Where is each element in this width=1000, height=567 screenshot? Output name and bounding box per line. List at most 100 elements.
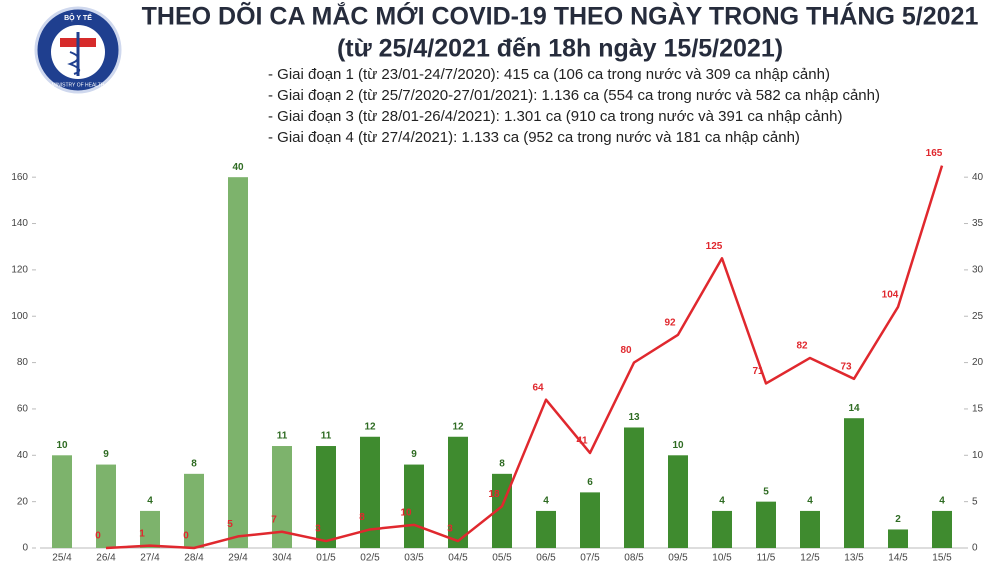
bar-value-label: 4 — [939, 496, 945, 507]
x-tick-label: 11/5 — [757, 553, 776, 562]
line-value-label: 18 — [488, 489, 500, 500]
bar — [624, 427, 644, 548]
x-tick-label: 05/5 — [492, 553, 512, 562]
line-value-label: 104 — [882, 290, 899, 301]
y-tick-label: 60 — [17, 404, 29, 415]
y-tick-label: 80 — [17, 357, 29, 368]
bar-value-label: 4 — [543, 496, 549, 507]
y2-tick-label: 10 — [972, 450, 984, 461]
bar — [52, 455, 72, 548]
y2-tick-label: 0 — [972, 543, 978, 554]
bar-value-label: 9 — [103, 449, 109, 460]
y2-tick-label: 40 — [972, 172, 984, 183]
line-value-label: 1 — [139, 528, 145, 539]
line-value-label: 3 — [315, 524, 321, 535]
y2-tick-label: 15 — [972, 404, 984, 415]
y-tick-label: 20 — [17, 496, 29, 507]
x-tick-label: 10/5 — [712, 553, 732, 562]
y2-tick-label: 20 — [972, 357, 984, 368]
line-value-label: 3 — [447, 524, 453, 535]
y-tick-label: 160 — [11, 172, 28, 183]
line-value-label: 73 — [840, 361, 852, 372]
bar-value-label: 40 — [232, 162, 244, 173]
bar — [712, 510, 732, 548]
line-value-label: 8 — [359, 512, 365, 523]
logo: BỘ Y TẾ MINISTRY OF HEALTH — [34, 6, 122, 94]
bar — [536, 510, 556, 548]
bar-value-label: 4 — [807, 496, 813, 507]
line-value-label: 0 — [95, 531, 101, 542]
bar-value-label: 11 — [321, 431, 332, 442]
bar-value-label: 5 — [763, 486, 769, 497]
bar-value-label: 13 — [628, 412, 640, 423]
bar — [184, 473, 204, 548]
bar — [404, 464, 424, 548]
x-tick-label: 26/4 — [96, 553, 116, 562]
line-value-label: 41 — [576, 436, 588, 447]
x-tick-label: 04/5 — [448, 553, 468, 562]
bar-value-label: 9 — [411, 449, 417, 460]
bar — [580, 492, 600, 548]
y2-tick-label: 25 — [972, 311, 984, 322]
bar-value-label: 14 — [848, 403, 860, 414]
bar-value-label: 11 — [277, 431, 288, 442]
bar-value-label: 10 — [672, 440, 684, 451]
bar — [844, 418, 864, 548]
x-tick-label: 06/5 — [536, 553, 556, 562]
bar-value-label: 4 — [147, 496, 153, 507]
y-tick-label: 0 — [22, 543, 28, 554]
y-tick-label: 100 — [11, 311, 28, 322]
bar — [140, 510, 160, 548]
line-value-label: 82 — [796, 341, 808, 352]
line-value-label: 64 — [532, 382, 544, 393]
bar — [932, 510, 952, 548]
bar — [888, 529, 908, 548]
x-tick-label: 03/5 — [404, 553, 424, 562]
line-value-label: 71 — [752, 366, 764, 377]
line-value-label: 0 — [183, 531, 189, 542]
bar — [316, 446, 336, 548]
bar-value-label: 6 — [587, 477, 593, 488]
chart-title: THEO DÕI CA MẮC MỚI COVID-19 THEO NGÀY T… — [142, 1, 979, 31]
bar — [96, 464, 116, 548]
x-tick-label: 12/5 — [800, 553, 820, 562]
x-tick-label: 01/5 — [316, 553, 336, 562]
bar — [800, 510, 820, 548]
note-line: - Giai đoạn 1 (từ 23/01-24/7/2020): 415 … — [268, 66, 830, 83]
bar-value-label: 12 — [452, 421, 464, 432]
y2-tick-label: 5 — [972, 496, 978, 507]
note-line: - Giai đoạn 3 (từ 28/01-26/4/2021): 1.30… — [268, 108, 842, 125]
bar-value-label: 8 — [499, 458, 505, 469]
x-tick-label: 27/4 — [140, 553, 160, 562]
x-tick-label: 13/5 — [844, 553, 864, 562]
x-tick-label: 02/5 — [360, 553, 380, 562]
y2-tick-label: 35 — [972, 218, 984, 229]
bar-value-label: 10 — [56, 440, 68, 451]
x-tick-label: 28/4 — [184, 553, 204, 562]
note-line: - Giai đoạn 2 (từ 25/7/2020-27/01/2021):… — [268, 87, 880, 104]
y-tick-label: 40 — [17, 450, 29, 461]
x-tick-label: 07/5 — [580, 553, 600, 562]
bar — [228, 177, 248, 549]
line-value-label: 165 — [926, 148, 943, 159]
bar-value-label: 4 — [719, 496, 725, 507]
bar-value-label: 12 — [364, 421, 376, 432]
x-tick-label: 15/5 — [932, 553, 952, 562]
x-tick-label: 25/4 — [52, 553, 72, 562]
line-value-label: 7 — [271, 514, 277, 525]
line-value-label: 92 — [664, 317, 676, 328]
y-tick-label: 140 — [11, 218, 28, 229]
line-value-label: 125 — [706, 241, 723, 252]
chart-subtitle: (từ 25/4/2021 đến 18h ngày 15/5/2021) — [337, 35, 783, 63]
y-tick-label: 120 — [11, 265, 28, 276]
line-value-label: 80 — [620, 345, 632, 356]
note-line: - Giai đoạn 4 (từ 27/4/2021): 1.133 ca (… — [268, 129, 800, 146]
line-value-label: 10 — [400, 507, 412, 518]
x-tick-label: 29/4 — [228, 553, 248, 562]
bar-value-label: 8 — [191, 458, 197, 469]
x-tick-label: 14/5 — [888, 553, 908, 562]
bar — [360, 436, 380, 548]
y2-tick-label: 30 — [972, 265, 984, 276]
logo-bottom: MINISTRY OF HEALTH — [52, 82, 105, 88]
